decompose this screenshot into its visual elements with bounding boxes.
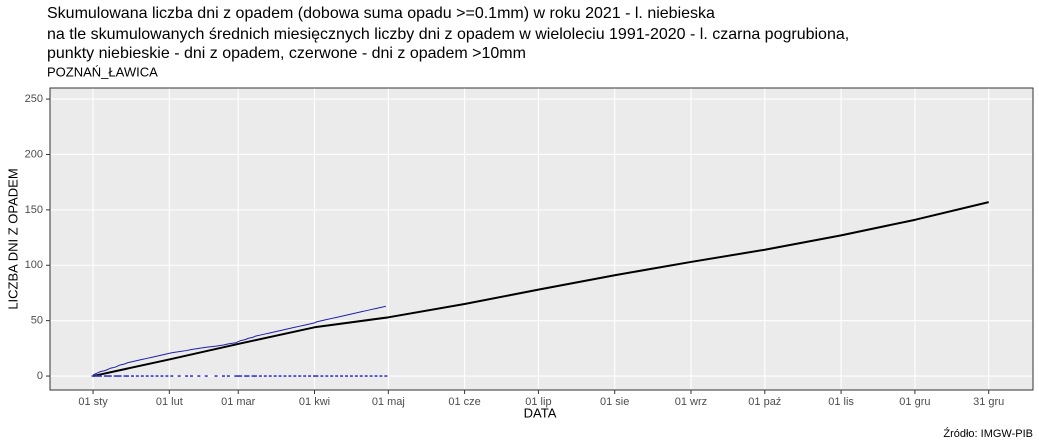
rain-day-point <box>140 375 144 377</box>
rain-day-point <box>340 375 344 377</box>
x-tick-label: 01 cze <box>448 396 480 408</box>
rain-day-point <box>197 375 201 377</box>
rain-day-point <box>263 375 267 377</box>
rain-day-point <box>106 375 110 377</box>
rain-day-point <box>91 375 95 377</box>
rain-day-point <box>369 375 373 377</box>
rain-day-point <box>130 375 134 377</box>
rain-day-point <box>236 375 240 377</box>
y-tick-label: 50 <box>31 315 43 327</box>
rain-day-point <box>96 375 100 377</box>
rain-day-point <box>374 375 378 377</box>
rain-day-point <box>335 375 339 377</box>
rain-day-point <box>330 375 334 377</box>
rain-day-point <box>221 375 225 377</box>
y-tick-label: 0 <box>37 370 43 382</box>
rain-day-point <box>108 375 112 377</box>
rain-day-point <box>234 375 238 377</box>
x-tick-label: 01 mar <box>221 396 256 408</box>
rain-day-point <box>160 375 164 377</box>
rain-day-point <box>185 375 189 377</box>
rain-day-point <box>384 375 388 377</box>
panel-border <box>49 87 1034 391</box>
rain-day-point <box>155 375 159 377</box>
rain-day-point <box>293 375 297 377</box>
rain-day-point <box>344 375 348 377</box>
rain-day-point <box>103 375 107 377</box>
x-tick-label: 01 maj <box>372 396 405 408</box>
x-tick-label: 01 lis <box>828 396 854 408</box>
rain-day-point <box>273 375 277 377</box>
chart-title-line: na tle skumulowanych średnich miesięczny… <box>47 26 849 43</box>
x-tick-label: 01 lut <box>156 396 183 408</box>
x-tick-label: 01 wrz <box>675 396 707 408</box>
rain-day-point <box>298 375 302 377</box>
rain-day-point <box>253 375 257 377</box>
rain-day-point <box>320 375 324 377</box>
rain-day-point <box>123 375 127 377</box>
series-line <box>92 201 989 378</box>
rain-day-point <box>354 375 358 377</box>
rain-day-point <box>226 375 230 377</box>
rain-day-point <box>189 375 193 377</box>
rain-day-point <box>283 375 287 377</box>
rain-day-point <box>116 375 120 377</box>
x-tick-label: 31 gru <box>973 396 1004 408</box>
rain-day-point <box>349 375 353 377</box>
rain-day-point <box>135 375 139 377</box>
rain-day-point <box>244 375 248 377</box>
y-tick-label: 100 <box>25 259 43 271</box>
rain-day-point <box>315 375 319 377</box>
y-tick-label: 200 <box>25 148 43 160</box>
y-tick-label: 150 <box>25 204 43 216</box>
rain-day-point <box>251 375 255 377</box>
rain-day-point <box>118 375 122 377</box>
x-tick-label: 01 sty <box>78 396 108 408</box>
rain-day-point <box>214 375 218 377</box>
rain-day-point <box>364 375 368 377</box>
x-axis-label: DATA <box>524 405 557 420</box>
rain-day-point <box>313 375 317 377</box>
rain-day-point <box>258 375 262 377</box>
chart-title-line: Skumulowana liczba dni z opadem (dobowa … <box>47 5 715 22</box>
x-tick-label: 01 paź <box>748 396 781 408</box>
rain-day-point <box>278 375 282 377</box>
rain-day-point <box>177 375 181 377</box>
rain-day-point <box>359 375 363 377</box>
x-tick-label: 01 lip <box>525 396 551 408</box>
plot-panel <box>50 88 1033 390</box>
rain-day-point <box>379 375 383 377</box>
rain-day-point <box>113 375 117 377</box>
rain-day-point <box>303 375 307 377</box>
x-tick-label: 01 gru <box>899 396 930 408</box>
rain-day-point <box>94 375 98 377</box>
rain-day-point <box>239 375 243 377</box>
rain-day-point <box>204 375 208 377</box>
rain-day-point <box>165 375 169 377</box>
rain-day-point <box>145 375 149 377</box>
rain-day-point <box>126 375 130 377</box>
rain-day-point <box>268 375 272 377</box>
series-line <box>92 305 386 376</box>
rain-day-point <box>288 375 292 377</box>
rain-day-point <box>246 375 250 377</box>
chart-title-line: punkty niebieskie - dni z opadem, czerwo… <box>47 45 526 62</box>
x-tick-label: 01 kwi <box>299 396 330 408</box>
rain-day-point <box>150 375 154 377</box>
x-tick-label: 01 sie <box>600 396 629 408</box>
rain-day-point <box>170 375 174 377</box>
source: Źródło: IMGW-PIB <box>943 427 1033 440</box>
rain-day-point <box>98 375 102 377</box>
y-tick-label: 250 <box>25 93 43 105</box>
y-axis-label: LICZBA DNI Z OPADEM <box>5 168 20 309</box>
chart-subtitle: POZNAŃ_ŁAWICA <box>47 64 158 79</box>
rain-day-point <box>308 375 312 377</box>
rain-day-point <box>325 375 329 377</box>
